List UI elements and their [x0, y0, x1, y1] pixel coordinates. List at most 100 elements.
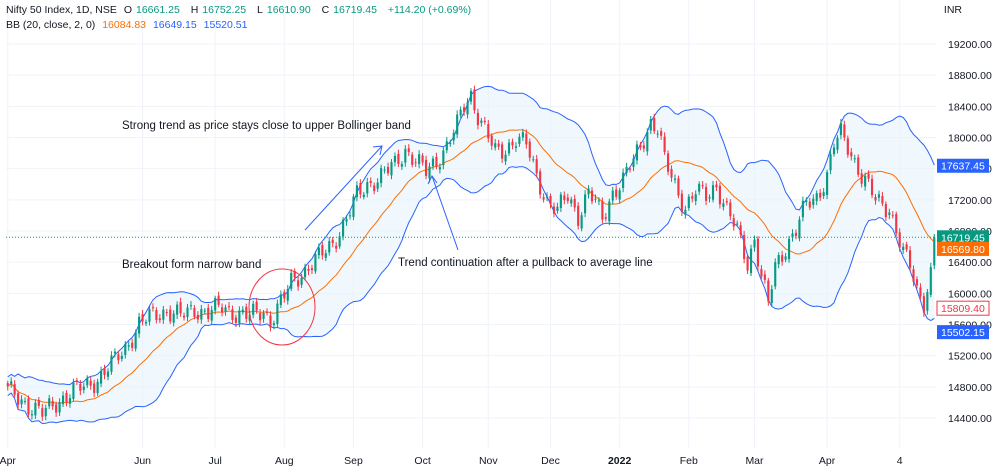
candle [224, 304, 227, 316]
candle [646, 128, 649, 156]
candle [587, 185, 590, 199]
candle [905, 241, 908, 252]
symbol-legend[interactable]: Nifty 50 Index, 1D, NSE O 16661.25 H 16752… [6, 4, 475, 16]
x-tick-label: 2022 [608, 455, 632, 467]
candle [355, 181, 358, 202]
candle [373, 182, 376, 195]
candle [791, 229, 794, 242]
candle [846, 135, 849, 158]
candle [915, 276, 919, 289]
candle [307, 264, 310, 276]
annotation-breakout: Breakout form narrow band [122, 259, 262, 271]
candle [37, 396, 40, 409]
candle [597, 197, 600, 206]
candle [100, 366, 103, 388]
candle [611, 186, 614, 205]
time-axis[interactable]: Apr Jun Jul Aug Sep Oct Nov Dec 2022 Feb Mar Apr 4 [0, 455, 903, 467]
candle [929, 262, 932, 298]
candle [912, 265, 915, 287]
candle [507, 138, 511, 156]
symbol-name: Nifty 50 Index, 1D, NSE [6, 4, 117, 16]
price-label-text: 17637.45 [941, 161, 985, 173]
ohlc-high: H 16752.25 [190, 4, 247, 16]
candle [473, 85, 476, 114]
candle [210, 305, 213, 325]
candle [622, 168, 625, 193]
candle [189, 300, 193, 310]
candle [272, 320, 276, 330]
candle [881, 191, 884, 207]
candle [760, 265, 763, 280]
candle [666, 150, 670, 176]
candle [739, 221, 742, 239]
candle [331, 236, 334, 248]
candle [148, 305, 151, 326]
candle [34, 399, 37, 419]
candle [262, 309, 265, 323]
bb-lower-value: 15520.51 [203, 19, 248, 31]
indicator-name: BB (20, close, 2, 0) [6, 19, 96, 31]
candle [808, 197, 811, 211]
candle [632, 154, 635, 172]
price-change: +114.20 (+0.69%) [387, 4, 472, 16]
candle [276, 299, 279, 328]
bb-basis-value: 16084.83 [102, 19, 147, 31]
candle [794, 229, 798, 240]
x-tick-label: Aug [275, 455, 294, 467]
candle [68, 394, 72, 408]
candle [252, 300, 255, 319]
candle [480, 117, 483, 127]
candle [857, 154, 860, 178]
candle [698, 181, 701, 196]
price-label-text: 15809.40 [941, 303, 985, 315]
candle [594, 194, 597, 203]
candle [442, 147, 445, 170]
candle [196, 311, 199, 324]
candle [691, 192, 694, 203]
candle [715, 180, 718, 191]
candle [563, 191, 566, 205]
candle [297, 276, 300, 291]
candle [798, 216, 801, 242]
candle [283, 289, 286, 303]
candle [10, 377, 13, 388]
currency-label[interactable]: INR [943, 4, 962, 16]
x-tick-label: Oct [414, 455, 430, 467]
candle [577, 202, 580, 230]
y-tick-label: 16000.00 [948, 288, 992, 300]
candle [120, 351, 123, 362]
price-label: 17637.45 [937, 158, 989, 173]
candle [584, 190, 587, 218]
candle [781, 250, 784, 266]
candle [877, 190, 881, 202]
candle [144, 319, 148, 327]
candle [552, 202, 556, 218]
candle [483, 116, 486, 125]
candle [158, 314, 161, 324]
candle [891, 211, 894, 219]
candle [265, 308, 269, 316]
annotation-continuation: Trend continuation after a pullback to a… [398, 257, 653, 269]
candle [670, 165, 673, 182]
candle [452, 129, 455, 145]
arrow-strong-trend [304, 145, 383, 231]
candle [559, 192, 562, 213]
candle [784, 252, 787, 263]
candle [625, 162, 628, 177]
candle [176, 301, 179, 319]
price-label-text: 16569.80 [941, 244, 985, 256]
candle [933, 233, 936, 270]
candle [41, 403, 44, 421]
candle [736, 220, 739, 227]
candle [324, 249, 327, 262]
candle [58, 398, 61, 416]
candle [75, 377, 78, 386]
candle [290, 268, 293, 292]
candle [449, 139, 452, 147]
candle [86, 375, 89, 389]
x-tick-label: Nov [479, 455, 498, 467]
candle [193, 305, 196, 320]
indicator-legend[interactable]: BB (20, close, 2, 0) 16084.83 16649.15 1… [6, 19, 251, 31]
candle [93, 379, 96, 397]
